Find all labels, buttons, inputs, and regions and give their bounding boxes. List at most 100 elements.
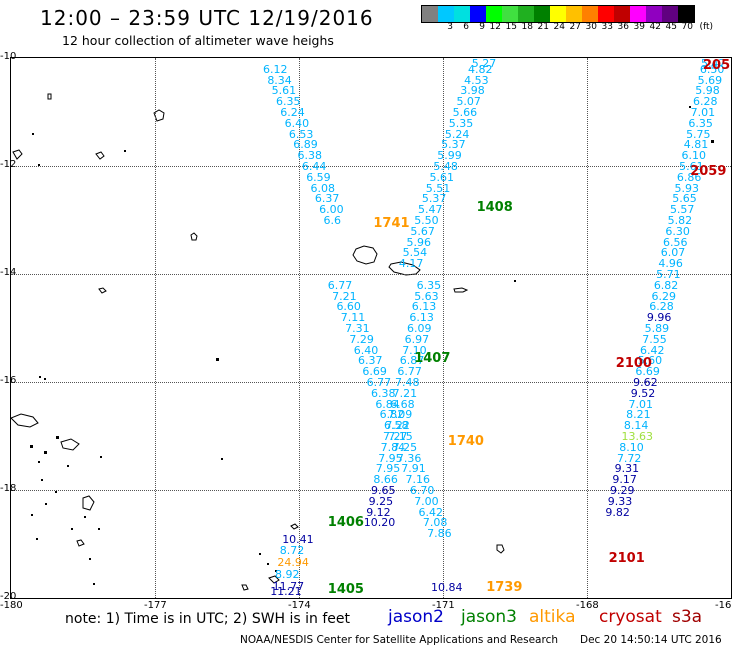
- wave-height-observation: 10.41: [282, 532, 314, 546]
- wave-height-observation: 6.69: [635, 365, 660, 379]
- pass-time-label: 205: [703, 58, 731, 73]
- pass-time-label: 1408: [476, 199, 513, 215]
- wave-height-observation: 6.28: [649, 300, 674, 314]
- scale-swatch: [566, 6, 582, 22]
- wave-height-observation: 5.69: [697, 73, 723, 87]
- wave-height-observation: 6.70: [409, 484, 435, 497]
- pass-time-label: 1406: [327, 515, 364, 531]
- wave-height-observation: 4.96: [658, 257, 683, 271]
- wave-height-observation: 6.08: [310, 181, 336, 195]
- wave-height-observation: 6.10: [681, 149, 706, 163]
- wave-height-observation: 6.6: [323, 214, 341, 227]
- wave-height-observation: 6.37: [314, 192, 340, 206]
- wave-height-observation: 5.35: [448, 116, 474, 130]
- scale-swatch: [518, 6, 534, 22]
- wave-height-observation: 7.86: [427, 527, 452, 541]
- island-wallis: [190, 232, 198, 241]
- wave-height-observation: 9.52: [630, 386, 656, 400]
- wave-height-observation: 5.07: [456, 95, 481, 109]
- coastline-layer: [11, 93, 714, 591]
- wave-height-observation: 8.66: [373, 473, 398, 487]
- scale-swatch: [582, 6, 598, 22]
- wave-height-observation: 11.77: [272, 580, 305, 594]
- wave-height-observation: 7.01: [628, 397, 653, 411]
- wave-height-observation: 5.75: [686, 127, 711, 141]
- meridian-gridline: [587, 58, 588, 598]
- wave-height-observation: 4.81: [683, 138, 709, 152]
- wave-height-observation: 5.61: [679, 160, 704, 173]
- island-north-b: [47, 93, 52, 100]
- scale-label: 39: [633, 22, 645, 32]
- wave-height-observation: 8.34: [267, 73, 292, 87]
- parallel-gridline: [11, 274, 731, 275]
- wave-height-observation: 4.82: [467, 62, 493, 76]
- wave-height-observation: 3.98: [460, 84, 485, 98]
- wave-height-observation: 6.24: [280, 106, 305, 119]
- map-title: 12:00 – 23:59 UTC 12/19/2016: [40, 6, 374, 30]
- scale-swatch: [470, 6, 486, 22]
- wave-height-observation: 6.82: [653, 278, 679, 292]
- wave-height-observation: 5.24: [444, 127, 470, 141]
- wave-height-observation: 9.65: [371, 484, 396, 497]
- pass-time-label: 2100: [615, 356, 652, 372]
- wave-height-observation: 5.61: [429, 170, 455, 184]
- wave-height-observation: 5.93: [674, 181, 700, 195]
- wave-height-observation: 5.54: [402, 246, 428, 260]
- wave-height-observation: 6.07: [660, 246, 686, 260]
- scale-label: 42: [649, 22, 661, 32]
- scale-swatch: [422, 6, 438, 22]
- wave-height-observation: 9.82: [605, 505, 630, 519]
- wave-height-observation: 7.27: [383, 430, 408, 443]
- scale-swatch: [454, 6, 470, 22]
- wave-height-observation: 6.59: [306, 170, 331, 184]
- wave-height-observation: 6.37: [358, 354, 383, 368]
- scale-swatch: [662, 6, 678, 22]
- parallel-gridline: [11, 490, 731, 491]
- wave-height-observation: 5.27: [471, 57, 497, 70]
- scale-swatch: [534, 6, 550, 22]
- wave-height-observation: 9.25: [368, 494, 394, 508]
- island-fiji-c: [82, 495, 95, 511]
- wave-height-observation: 5.50: [414, 214, 439, 227]
- wave-height-observation: 5.57: [669, 203, 695, 217]
- scale-label: 36: [617, 22, 629, 32]
- wave-height-observation: 6.82: [379, 408, 405, 422]
- wave-height-observation: 6.38: [297, 149, 323, 163]
- wave-height-observation: 9.29: [610, 484, 635, 497]
- wave-height-observation: 6.38: [371, 386, 396, 400]
- wave-height-observation: 5.71: [656, 268, 681, 281]
- altimeter-map[interactable]: 6.12 8.34 5.61 6.35 6.24 6.40 6.53 6.89 6.38 6.44…: [10, 57, 732, 599]
- island-north-d: [12, 149, 23, 160]
- wave-height-observation: 7.29: [349, 332, 374, 346]
- wave-height-observation: 6.86: [676, 170, 702, 184]
- wave-height-observation: 5.37: [421, 192, 447, 206]
- pass-time-label: 2101: [608, 550, 645, 566]
- wave-height-observation: 6.30: [665, 224, 690, 238]
- wave-height-observation: 6.42: [639, 343, 665, 357]
- wave-height-observation: 5.61: [271, 84, 297, 98]
- scale-label: 24: [553, 22, 565, 32]
- wave-height-observation: 8.21: [626, 408, 651, 422]
- scale-label: 70: [681, 22, 693, 32]
- wave-height-observation: 6.28: [692, 95, 718, 109]
- island-tonga-a: [290, 523, 299, 530]
- wave-height-observation: 8.10: [619, 440, 644, 454]
- latitude-tick-label: -18: [0, 483, 17, 494]
- parallel-gridline: [11, 166, 731, 167]
- longitude-tick-label: -16: [715, 600, 732, 611]
- wave-height-observation: 7.09: [387, 408, 413, 422]
- wave-height-observation: 6.69: [362, 365, 387, 379]
- scale-swatch: [614, 6, 630, 22]
- wave-height-observation: 6.89: [293, 138, 318, 152]
- longitude-tick-label: -177: [144, 600, 167, 611]
- wave-height-observation: 6.00: [319, 203, 344, 217]
- wave-height-observation: 5.67: [410, 224, 435, 238]
- scale-label: 45: [665, 22, 677, 32]
- meridian-gridline: [155, 58, 156, 598]
- wave-height-observation: 5.60: [637, 354, 663, 368]
- wave-height-observation: 5.99: [437, 149, 462, 163]
- parallel-gridline: [11, 382, 731, 383]
- wave-height-observation: 6.53: [288, 127, 314, 141]
- wave-height-observation: 7.31: [345, 322, 370, 335]
- scale-unit: (ft): [699, 22, 713, 32]
